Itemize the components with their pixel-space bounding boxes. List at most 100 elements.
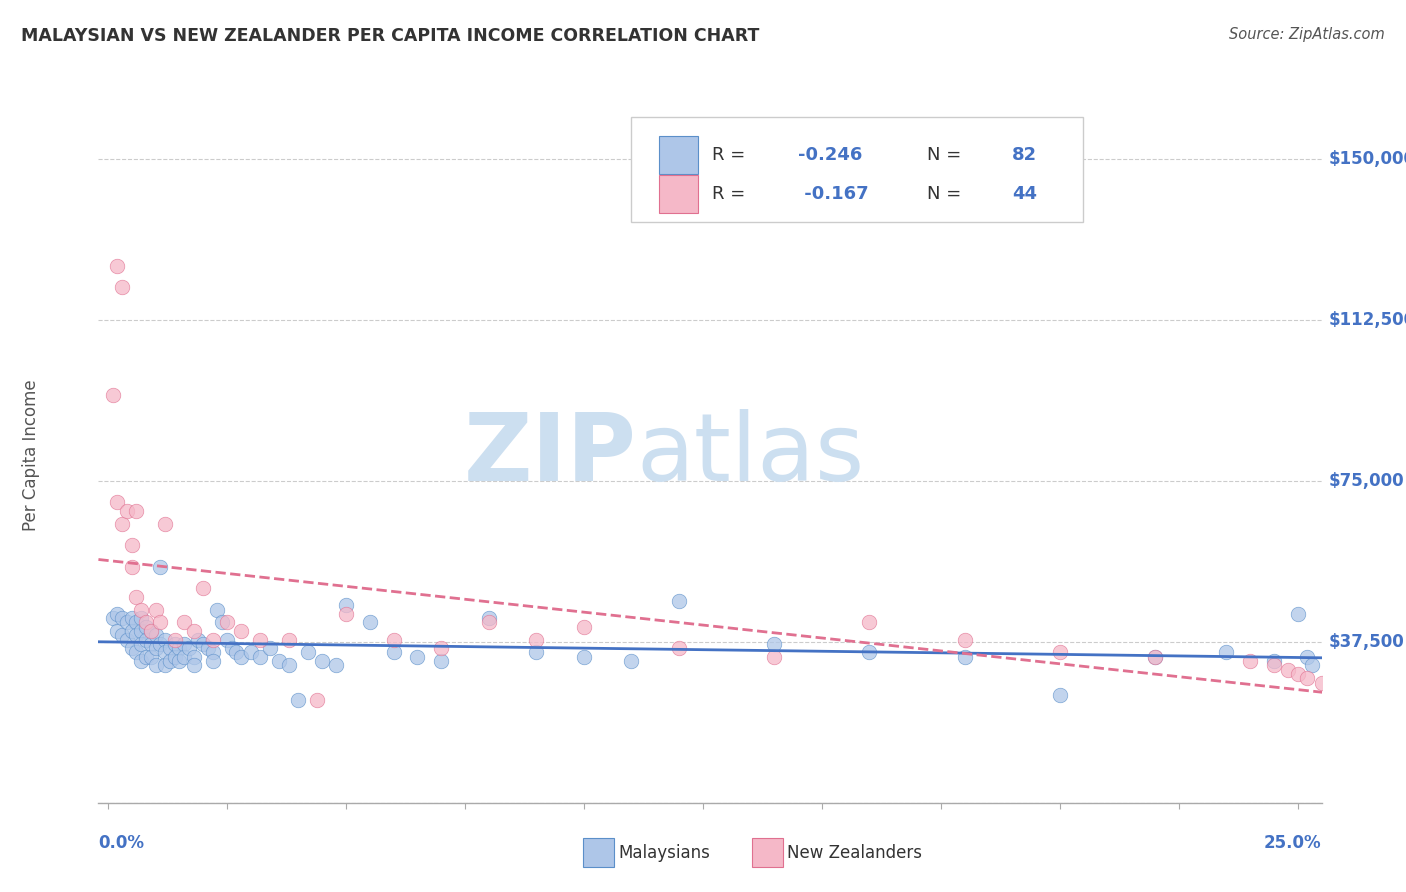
Text: $37,500: $37,500 — [1329, 632, 1405, 651]
Text: 44: 44 — [1012, 185, 1038, 203]
Point — [125, 590, 148, 604]
Point — [277, 632, 299, 647]
Point — [173, 615, 195, 630]
Point — [1286, 607, 1309, 621]
Point — [101, 388, 124, 402]
Point — [183, 624, 205, 638]
Point — [1239, 654, 1261, 668]
Point — [668, 594, 690, 608]
Point — [221, 641, 243, 656]
Point — [139, 624, 162, 638]
Point — [139, 649, 162, 664]
Point — [297, 645, 319, 659]
Point — [668, 641, 690, 656]
Point — [1301, 658, 1323, 673]
Bar — [658, 175, 697, 213]
Point — [858, 615, 880, 630]
Point — [183, 658, 205, 673]
Text: MALAYSIAN VS NEW ZEALANDER PER CAPITA INCOME CORRELATION CHART: MALAYSIAN VS NEW ZEALANDER PER CAPITA IN… — [21, 27, 759, 45]
Point — [201, 654, 224, 668]
Point — [478, 611, 501, 625]
Point — [177, 641, 200, 656]
Point — [311, 654, 333, 668]
Text: $150,000: $150,000 — [1329, 150, 1406, 168]
Point — [191, 581, 214, 595]
Text: -0.167: -0.167 — [799, 185, 869, 203]
Point — [430, 641, 453, 656]
Text: N =: N = — [927, 185, 966, 203]
Point — [572, 620, 595, 634]
Point — [1049, 689, 1071, 703]
Point — [207, 602, 229, 616]
Point — [107, 607, 129, 621]
Point — [101, 611, 124, 625]
Point — [1144, 649, 1167, 664]
Point — [1263, 654, 1285, 668]
Point — [173, 649, 195, 664]
Point — [277, 658, 299, 673]
Point — [215, 615, 238, 630]
Text: Per Capita Income: Per Capita Income — [22, 379, 41, 531]
Point — [953, 632, 976, 647]
Text: $112,500: $112,500 — [1329, 310, 1406, 328]
Point — [163, 632, 186, 647]
Point — [231, 624, 253, 638]
Point — [129, 654, 152, 668]
Point — [159, 654, 181, 668]
Text: 82: 82 — [1012, 146, 1038, 164]
Point — [111, 516, 134, 531]
Point — [239, 645, 262, 659]
Point — [382, 632, 405, 647]
Point — [115, 615, 138, 630]
Point — [153, 645, 176, 659]
Point — [111, 611, 134, 625]
Point — [149, 615, 172, 630]
Point — [197, 641, 219, 656]
Point — [215, 632, 238, 647]
Point — [183, 649, 205, 664]
Point — [145, 641, 167, 656]
Point — [121, 624, 143, 638]
Point — [169, 654, 191, 668]
Point — [1296, 671, 1319, 685]
Point — [121, 559, 143, 574]
Point — [191, 637, 214, 651]
Point — [125, 504, 148, 518]
Point — [121, 611, 143, 625]
Point — [135, 649, 157, 664]
Point — [1277, 663, 1299, 677]
Point — [121, 538, 143, 552]
Point — [125, 628, 148, 642]
Point — [1215, 645, 1237, 659]
Point — [163, 637, 186, 651]
Point — [153, 632, 176, 647]
Point — [115, 504, 138, 518]
FancyBboxPatch shape — [630, 118, 1083, 222]
Point — [145, 628, 167, 642]
Point — [139, 624, 162, 638]
Text: $75,000: $75,000 — [1329, 472, 1405, 490]
Point — [187, 632, 209, 647]
Point — [139, 637, 162, 651]
Point — [153, 516, 176, 531]
Point — [335, 607, 357, 621]
Point — [153, 658, 176, 673]
Point — [572, 649, 595, 664]
Bar — [658, 136, 697, 174]
Point — [524, 645, 547, 659]
Point — [149, 559, 172, 574]
Point — [149, 637, 172, 651]
Point — [430, 654, 453, 668]
Point — [335, 599, 357, 613]
Text: atlas: atlas — [637, 409, 865, 501]
Point — [1263, 658, 1285, 673]
Point — [763, 637, 786, 651]
Text: Source: ZipAtlas.com: Source: ZipAtlas.com — [1229, 27, 1385, 42]
Point — [1310, 675, 1333, 690]
Point — [111, 280, 134, 294]
Text: Malaysians: Malaysians — [619, 844, 710, 862]
Point — [125, 645, 148, 659]
Point — [269, 654, 291, 668]
Point — [129, 624, 152, 638]
Point — [169, 641, 191, 656]
